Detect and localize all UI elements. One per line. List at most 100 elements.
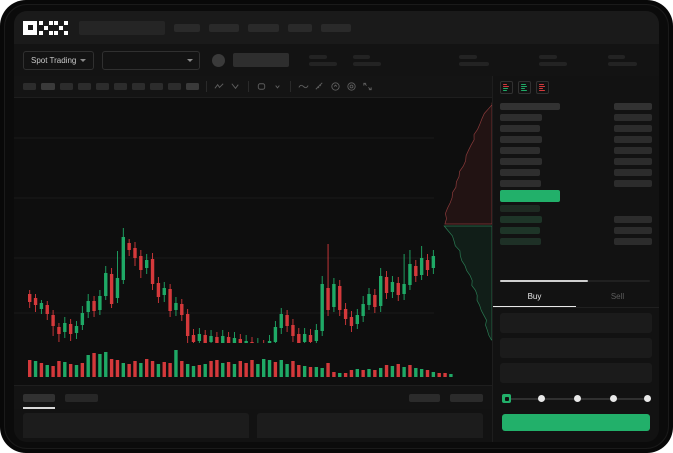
market-stat-4 <box>608 54 638 66</box>
order-book-mode-bids-only-icon[interactable] <box>518 81 531 94</box>
tab-open-orders[interactable] <box>23 393 55 409</box>
timeframe-2[interactable] <box>60 83 73 90</box>
order-book-bid-row[interactable] <box>500 236 652 247</box>
tab-buy-label: Buy <box>527 291 542 301</box>
order-book-bid-row[interactable] <box>500 225 652 236</box>
bottom-card-1[interactable] <box>257 413 483 438</box>
timeframe-6[interactable] <box>132 83 145 90</box>
orders-tabs-bar <box>14 385 492 409</box>
amount-field[interactable] <box>500 338 652 358</box>
fullscreen-icon[interactable] <box>362 81 373 92</box>
chevron-down-icon[interactable] <box>272 81 283 92</box>
bottom-card-0[interactable] <box>23 413 249 438</box>
timeframe-0[interactable] <box>23 83 36 90</box>
toolbar-divider <box>248 81 249 92</box>
order-book-mid-price <box>500 189 652 203</box>
timeframe-7[interactable] <box>150 83 163 90</box>
timeframe-4[interactable] <box>96 83 109 90</box>
timeframe-9[interactable] <box>186 83 199 90</box>
volume-bar-series <box>28 350 453 377</box>
depth-area-series <box>443 102 492 341</box>
nav-item-0[interactable] <box>173 23 200 32</box>
nav-item-1[interactable] <box>208 23 239 32</box>
order-book-bid-row[interactable] <box>500 203 652 214</box>
nav-item-4[interactable] <box>320 23 351 32</box>
depth-chart-overlay <box>436 98 492 343</box>
market-stat-0 <box>309 54 338 66</box>
orders-action-0[interactable] <box>409 393 440 402</box>
tab-sell[interactable]: Sell <box>576 286 659 307</box>
logo-k-block <box>38 20 53 35</box>
orders-action-1[interactable] <box>450 393 483 402</box>
timeframe-3[interactable] <box>78 83 91 90</box>
magnet-icon[interactable] <box>256 81 267 92</box>
search-input[interactable] <box>78 20 165 35</box>
order-book-ask-row[interactable] <box>500 134 652 145</box>
market-type-label: Spot Trading <box>31 55 77 65</box>
market-header: Spot Trading <box>14 44 659 76</box>
nav-item-2[interactable] <box>247 23 279 32</box>
market-stat-1 <box>353 54 382 66</box>
wave-icon[interactable] <box>298 81 309 92</box>
trade-side-tabs: Buy Sell <box>493 286 659 308</box>
market-type-dropdown[interactable]: Spot Trading <box>23 50 95 70</box>
order-book-ask-row[interactable] <box>500 112 652 123</box>
order-book-mode-asks-only-icon[interactable] <box>536 81 549 94</box>
chart-gridlines <box>14 137 434 314</box>
trend-line-icon[interactable] <box>214 81 225 92</box>
settings-icon[interactable] <box>346 81 357 92</box>
order-book-ask-row[interactable] <box>500 123 652 134</box>
slider-stop-25[interactable] <box>538 395 545 402</box>
order-book-scrollbar[interactable] <box>500 280 650 282</box>
timeframe-5[interactable] <box>114 83 127 90</box>
order-book-bid-row[interactable] <box>500 214 652 225</box>
coin-avatar-icon <box>212 53 226 67</box>
volume-chart <box>14 343 492 385</box>
tab-sell-label: Sell <box>610 292 625 301</box>
market-stat-3 <box>539 54 568 66</box>
app-screen: OKX Spot Trading <box>14 11 659 442</box>
alert-icon[interactable] <box>330 81 341 92</box>
bottom-card-row <box>14 409 492 442</box>
order-book-ask-row[interactable] <box>500 156 652 167</box>
mid-price-highlight <box>500 190 560 202</box>
top-navigation-bar: OKX <box>14 11 659 44</box>
order-book-ask-row[interactable] <box>500 145 652 156</box>
chart-toolbar <box>14 76 492 98</box>
logo-o-block <box>23 20 37 35</box>
order-book-header-row <box>500 101 652 112</box>
total-field[interactable] <box>500 363 652 383</box>
price-chart[interactable] <box>14 98 492 343</box>
ruler-icon[interactable] <box>314 81 325 92</box>
price-field[interactable] <box>500 313 652 333</box>
slider-stop-75[interactable] <box>610 395 617 402</box>
cursor-icon[interactable] <box>230 81 241 92</box>
order-book-panel: Buy Sell <box>492 76 659 442</box>
tab-order-history[interactable] <box>65 393 98 402</box>
tab-buy[interactable]: Buy <box>493 286 576 307</box>
amount-percent-slider[interactable] <box>502 393 651 405</box>
okx-logo-icon[interactable]: OKX <box>23 20 70 35</box>
order-book-display-modes <box>493 76 659 98</box>
timeframe-8[interactable] <box>168 83 181 90</box>
toolbar-divider <box>206 81 207 92</box>
trading-pair-dropdown[interactable] <box>102 50 201 70</box>
order-book-mode-both-icon[interactable] <box>500 81 513 94</box>
market-stat-2 <box>459 54 490 66</box>
candlestick-series <box>28 228 436 343</box>
chevron-down-icon <box>80 58 87 62</box>
order-book-list[interactable] <box>493 98 659 284</box>
slider-stop-50[interactable] <box>574 395 581 402</box>
last-price-value <box>233 53 290 67</box>
logo-x-block <box>54 20 68 35</box>
chevron-down-icon <box>187 58 194 62</box>
slider-stop-100[interactable] <box>644 395 651 402</box>
slider-stop-0[interactable] <box>502 394 511 403</box>
nav-item-3[interactable] <box>287 23 312 32</box>
timeframe-1[interactable] <box>41 83 55 90</box>
toolbar-divider <box>290 81 291 92</box>
submit-order-button[interactable] <box>502 414 650 431</box>
order-book-ask-row[interactable] <box>500 178 652 189</box>
order-book-ask-row[interactable] <box>500 167 652 178</box>
